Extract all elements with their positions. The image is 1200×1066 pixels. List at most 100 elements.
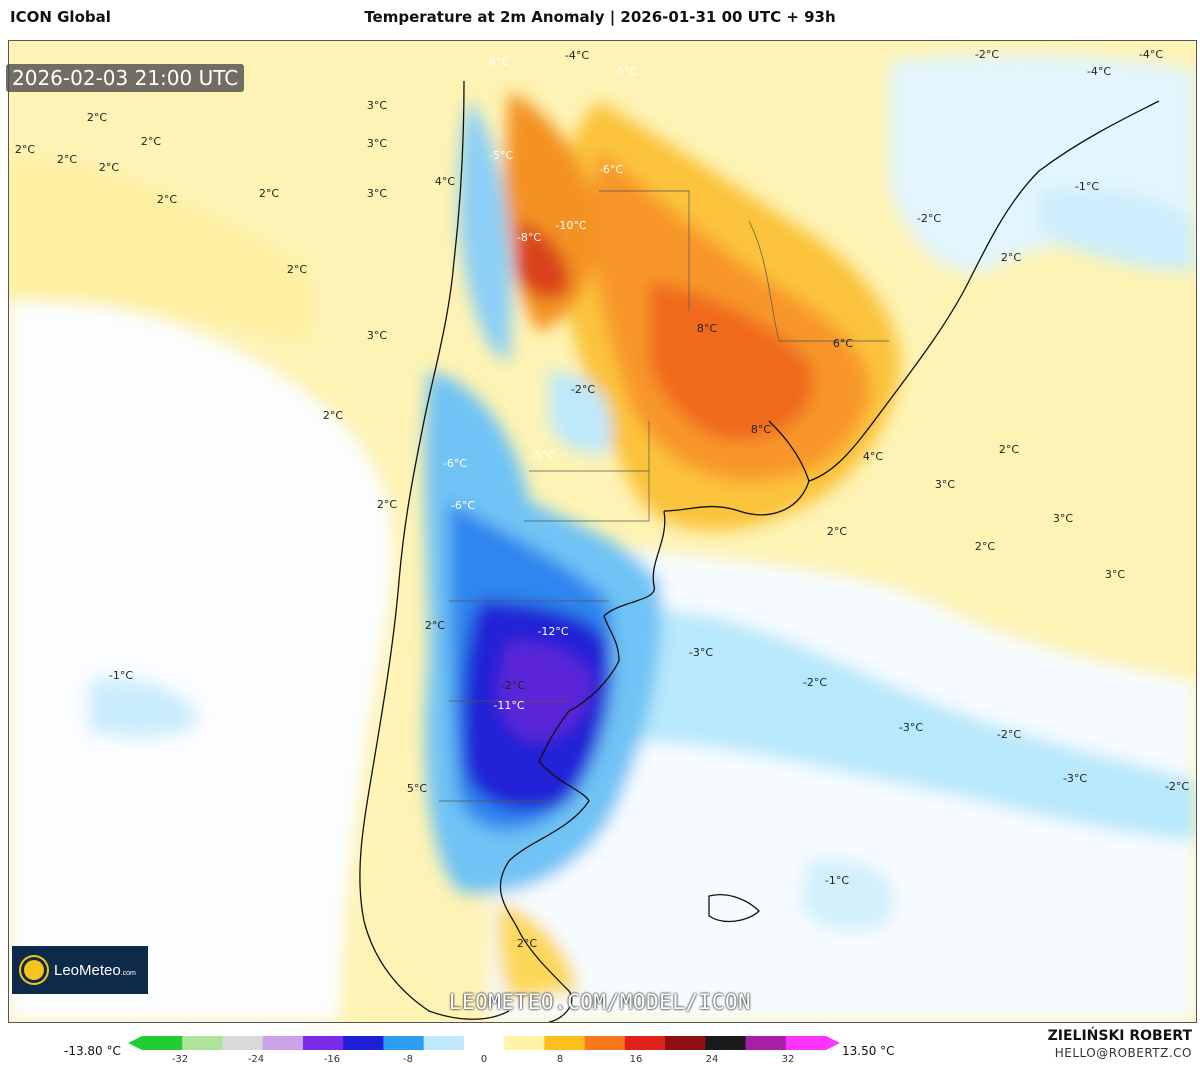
temperature-labels: 3°C 2°C 2°C 2°C 2°C 2°C 2°C 3°C 3°C 2°C 4°C 3°C 2°C 2…: [15, 48, 1189, 950]
map-frame: 3°C 2°C 2°C 2°C 2°C 2°C 2°C 3°C 3°C 2°C 4°C 3°C 2°C 2…: [8, 40, 1197, 1023]
colorbar-tick: 0: [480, 1054, 488, 1065]
temperature-label: 6°C: [833, 337, 853, 350]
colorbar-segment: [504, 1036, 545, 1050]
brazil-coast-cool: [1039, 188, 1196, 271]
province-borders: [439, 190, 889, 802]
temperature-label: 2°C: [141, 135, 161, 148]
temperature-label: 3°C: [367, 99, 387, 112]
colorbar-segment: [705, 1036, 747, 1050]
temperature-label: 2°C: [87, 111, 107, 124]
colorbar-segment: [745, 1036, 787, 1050]
temperature-label: -3°C: [1063, 772, 1087, 785]
uruguay-brazil-coast: [808, 100, 1160, 482]
colorbar-min-label: -13.80 °C: [64, 1044, 121, 1058]
temperature-label: 2°C: [99, 161, 119, 174]
author-name: ZIELIŃSKI ROBERT: [1047, 1028, 1192, 1044]
temperature-label: 2°C: [157, 193, 177, 206]
colorbar-segment: [182, 1036, 223, 1050]
temperature-label: -5°C: [613, 65, 637, 78]
temperature-label: -8°C: [517, 231, 541, 244]
temperature-label: -6°C: [599, 163, 623, 176]
pacific-neutral: [9, 291, 393, 1022]
pacific-pale-warm-left: [9, 159, 309, 341]
temperature-label: 3°C: [935, 478, 955, 491]
colorbar-tick: -16: [323, 1054, 341, 1065]
temperature-label: -6°C: [451, 499, 475, 512]
map-title: Temperature at 2m Anomaly | 2026-01-31 0…: [364, 8, 836, 26]
colorbar-segment: [544, 1036, 586, 1050]
cold-region-core: [498, 641, 594, 741]
temperature-label: -5°C: [531, 449, 555, 462]
temperature-label: -2°C: [997, 728, 1021, 741]
temperature-label: -4°C: [1087, 65, 1111, 78]
colorbar-segment: [222, 1036, 264, 1050]
temperature-label: -1°C: [1075, 180, 1099, 193]
colorbar-segment: [463, 1036, 505, 1050]
temperature-label: -2°C: [975, 48, 999, 61]
temperature-label: 2°C: [15, 143, 35, 156]
pacific-cool-patch: [89, 678, 199, 738]
colorbar-segment: [343, 1036, 384, 1050]
author-email: HELLO@ROBERTZ.CO: [1054, 1046, 1192, 1060]
temperature-label: -1°C: [109, 669, 133, 682]
temperature-label: 2°C: [287, 263, 307, 276]
anomaly-field: [9, 54, 1196, 1022]
temperature-label: -12°C: [537, 625, 568, 638]
model-name: ICON Global: [10, 8, 111, 26]
colorbar-segment: [785, 1036, 827, 1050]
temperature-label: -6°C: [485, 55, 509, 68]
temperature-label: -2°C: [1165, 780, 1189, 793]
colorbar-tick: 24: [705, 1054, 719, 1065]
temperature-label: 2°C: [425, 619, 445, 632]
temperature-label: -4°C: [565, 49, 589, 62]
coastlines: [359, 80, 1160, 1022]
atlantic-cool-band: [629, 609, 1196, 841]
cold-central: [549, 371, 612, 454]
leometeo-logo: LeoMeteo.com: [12, 946, 148, 994]
temperature-label: 2°C: [377, 498, 397, 511]
temperature-label: 2°C: [999, 443, 1019, 456]
colorbar-max-label: 13.50 °C: [842, 1044, 895, 1058]
colorbar-tick: -24: [247, 1054, 265, 1065]
falklands: [708, 894, 760, 923]
temperature-label: 2°C: [57, 153, 77, 166]
temperature-label: 2°C: [323, 409, 343, 422]
colorbar-segment: [383, 1036, 425, 1050]
temperature-label: 2°C: [259, 187, 279, 200]
colorbar-segment: [302, 1036, 344, 1050]
valid-time-badge: 2026-02-03 21:00 UTC: [6, 64, 245, 92]
colorbar-segment: [262, 1036, 304, 1050]
colorbar-low-arrow: [128, 1036, 142, 1050]
watermark: LEOMETEO.COM/MODEL/ICON: [448, 990, 752, 1014]
anomaly-map: 3°C 2°C 2°C 2°C 2°C 2°C 2°C 3°C 3°C 2°C 4°C 3°C 2°C 2…: [9, 41, 1196, 1022]
colorbar-segment: [584, 1036, 626, 1050]
temperature-label: -3°C: [899, 721, 923, 734]
temperature-label: -2°C: [803, 676, 827, 689]
temperature-label: -11°C: [493, 699, 524, 712]
south-tip-warm: [497, 901, 579, 1001]
temperature-label: -2°C: [501, 679, 525, 692]
temperature-label: -5°C: [489, 149, 513, 162]
temperature-label: 3°C: [1105, 568, 1125, 581]
temperature-label: 3°C: [367, 187, 387, 200]
argentina-east-coast: [499, 510, 666, 1022]
temperature-label: -2°C: [917, 212, 941, 225]
colorbar-tick: -8: [403, 1054, 413, 1065]
temperature-label: 2°C: [517, 937, 537, 950]
temperature-label: 8°C: [697, 322, 717, 335]
temperature-label: 2°C: [1001, 251, 1021, 264]
temperature-label: 2°C: [975, 540, 995, 553]
temperature-label: -4°C: [1139, 48, 1163, 61]
colorbar-tick: 8: [556, 1054, 564, 1065]
temperature-label: 4°C: [863, 450, 883, 463]
temperature-label: 2°C: [827, 525, 847, 538]
warm-andes-hot: [514, 221, 570, 299]
cold-andes-north: [459, 101, 512, 361]
logo-text: LeoMeteo.com: [54, 961, 136, 979]
warm-region-core: [649, 281, 815, 441]
colorbar-segment: [624, 1036, 666, 1050]
rio-de-la-plata: [663, 420, 810, 516]
colorbar-tick: -32: [171, 1054, 189, 1065]
temperature-label: 3°C: [367, 329, 387, 342]
colorbar-tick: 32: [781, 1054, 795, 1065]
